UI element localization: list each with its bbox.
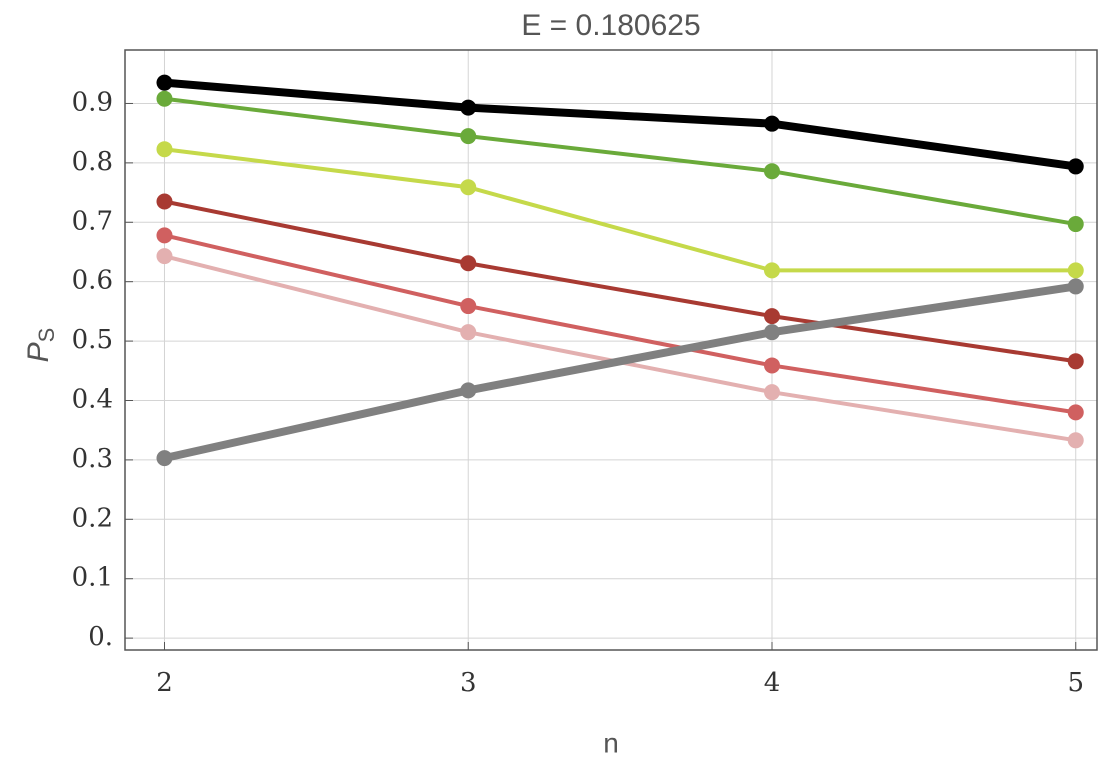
y-axis-label: PS — [22, 328, 59, 363]
y-tick-label: 0.9 — [72, 87, 113, 117]
series-line — [164, 147, 1076, 273]
point — [460, 298, 477, 315]
point — [763, 115, 780, 132]
x-tick-label: 2 — [156, 668, 173, 698]
point — [460, 99, 477, 116]
point — [156, 193, 173, 210]
y-tick-label: 0.2 — [72, 503, 113, 533]
point — [156, 74, 173, 91]
x-axis-label: n — [603, 727, 619, 758]
y-axis-label-sub: S — [34, 328, 59, 343]
point — [460, 128, 477, 145]
plot-frame — [124, 49, 1098, 651]
x-tick-label: 3 — [460, 668, 477, 698]
y-tick-label: 0.7 — [72, 206, 113, 236]
point — [156, 227, 173, 244]
y-tick-label: 0. — [88, 622, 113, 652]
point — [1067, 353, 1084, 370]
point — [1067, 216, 1084, 233]
point — [156, 450, 173, 467]
chart-title: E = 0.180625 — [521, 9, 700, 42]
y-tick-label: 0.6 — [72, 266, 113, 296]
point — [156, 90, 173, 107]
point — [1067, 404, 1084, 421]
x-tick-label: 5 — [1067, 668, 1084, 698]
point — [1067, 262, 1084, 279]
point — [763, 357, 780, 374]
series-line — [164, 199, 1077, 364]
point — [156, 248, 173, 265]
point — [460, 255, 477, 272]
y-tick-label: 0.3 — [72, 444, 113, 474]
y-tick-label: 0.4 — [72, 384, 113, 414]
point — [1067, 158, 1084, 175]
point — [1067, 432, 1084, 449]
point — [460, 179, 477, 196]
series-line — [164, 254, 1077, 443]
series-line — [164, 78, 1077, 171]
point — [763, 324, 780, 341]
point — [460, 382, 477, 399]
y-tick-label: 0.5 — [72, 325, 113, 355]
y-tick-label: 0.8 — [72, 147, 113, 177]
point — [1067, 278, 1084, 295]
point — [156, 141, 173, 158]
x-tick-label: 4 — [764, 668, 781, 698]
point — [460, 324, 477, 341]
series-line — [163, 282, 1077, 463]
point — [763, 262, 780, 279]
y-axis-label-main: P — [22, 342, 55, 362]
series-line — [164, 233, 1077, 415]
point — [763, 384, 780, 401]
point — [763, 163, 780, 180]
y-tick-label: 0.1 — [72, 563, 113, 593]
series-line — [164, 96, 1077, 227]
point — [763, 308, 780, 325]
